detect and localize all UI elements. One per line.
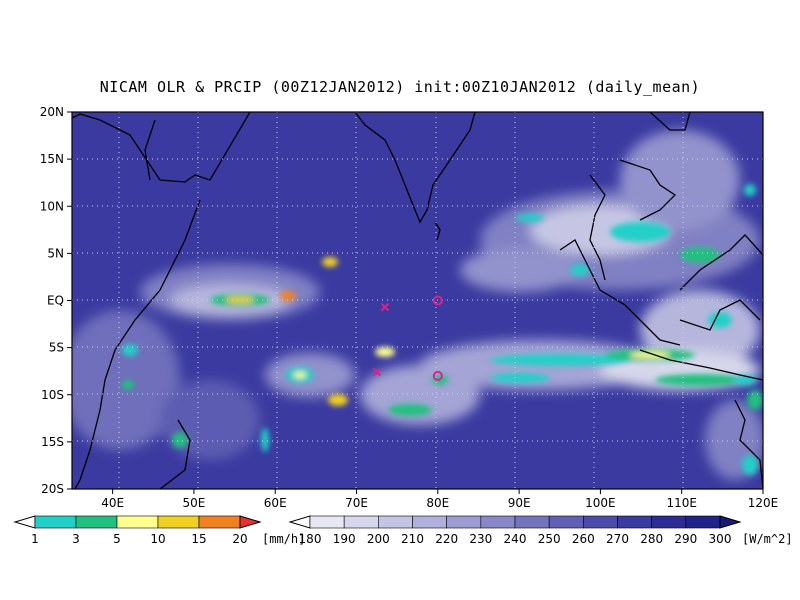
legend-label: 280 <box>640 532 663 546</box>
axis-ticks: 20N 15N 10N 5N EQ 5S 10S 15S 20S 40E 50E 60E 70E 80E 9… <box>40 105 779 510</box>
lon-tick-label: 110E <box>666 496 697 510</box>
legend-swatch <box>343 515 379 529</box>
legend-label: 5 <box>113 532 121 546</box>
circle-marker <box>432 370 443 381</box>
legend-label: 250 <box>538 532 561 546</box>
legend-swatch <box>617 515 652 529</box>
legend-label: 200 <box>367 532 390 546</box>
legend-swatch <box>583 515 618 529</box>
legend-label: 20 <box>232 532 247 546</box>
legend-label: 260 <box>572 532 595 546</box>
markers-layer <box>372 295 443 381</box>
legend-label: 240 <box>504 532 527 546</box>
lat-tick-label: 5N <box>47 246 64 260</box>
legend-swatch <box>480 515 516 529</box>
lat-tick-label: 10S <box>41 388 64 402</box>
legend-swatch <box>719 515 742 529</box>
legend-swatch <box>34 515 77 529</box>
legend-swatch <box>378 515 413 529</box>
lon-tick-label: 60E <box>264 496 287 510</box>
map-title: NICAM OLR & PRCIP (00Z12JAN2012) init:00… <box>99 78 701 96</box>
legend-swatch <box>514 515 550 529</box>
lat-tick-label: 20S <box>41 482 64 496</box>
lat-tick-label: 20N <box>40 105 64 119</box>
legend-swatch <box>116 515 159 529</box>
lon-tick-label: 120E <box>748 496 779 510</box>
legend-swatch <box>75 515 118 529</box>
legend-label: 190 <box>333 532 356 546</box>
legend-swatch <box>309 515 345 529</box>
legend-swatch <box>288 515 311 529</box>
legend-swatch <box>685 515 721 529</box>
legend-label: 300 <box>709 532 732 546</box>
x-marker <box>380 302 390 312</box>
legend-label: 220 <box>435 532 458 546</box>
legend-swatch <box>446 515 482 529</box>
legend-swatch <box>198 515 241 529</box>
legend-unit: [mm/h] <box>262 532 305 546</box>
legend-swatch <box>13 515 36 529</box>
legend-label: 290 <box>674 532 697 546</box>
legend-unit: [W/m^2] <box>742 532 793 546</box>
legend-label: 3 <box>72 532 80 546</box>
lat-tick-label: 15S <box>41 435 64 449</box>
lon-tick-label: 80E <box>426 496 449 510</box>
legend-swatch <box>651 515 687 529</box>
legend-swatch <box>548 515 584 529</box>
legend-label: 1 <box>31 532 39 546</box>
lat-tick-label: EQ <box>47 294 64 308</box>
legend-label: 10 <box>150 532 165 546</box>
olr-legend: 180 190 200 210 220 230 240 250 260 270 280 290 300 [… <box>288 515 793 546</box>
legend-swatch <box>157 515 200 529</box>
grid-lines <box>72 112 763 489</box>
legend-label: 270 <box>606 532 629 546</box>
lon-tick-label: 50E <box>183 496 206 510</box>
lon-tick-label: 100E <box>585 496 616 510</box>
x-marker <box>372 367 382 377</box>
precip-legend: 1 3 5 10 15 20 [mm/h] <box>13 515 305 546</box>
lon-tick-label: 90E <box>508 496 531 510</box>
legend-label: 15 <box>191 532 206 546</box>
lat-tick-label: 10N <box>40 199 64 213</box>
lon-tick-label: 70E <box>345 496 368 510</box>
legend-swatch <box>239 515 262 529</box>
legend-swatch <box>412 515 447 529</box>
coastlines <box>72 112 763 489</box>
lon-tick-label: 40E <box>101 496 124 510</box>
lat-tick-label: 5S <box>49 341 64 355</box>
legend-label: 180 <box>299 532 322 546</box>
precip-field <box>122 184 763 475</box>
legend-label: 230 <box>469 532 492 546</box>
circle-marker <box>432 295 443 306</box>
legend-label: 210 <box>401 532 424 546</box>
lat-tick-label: 15N <box>40 152 64 166</box>
